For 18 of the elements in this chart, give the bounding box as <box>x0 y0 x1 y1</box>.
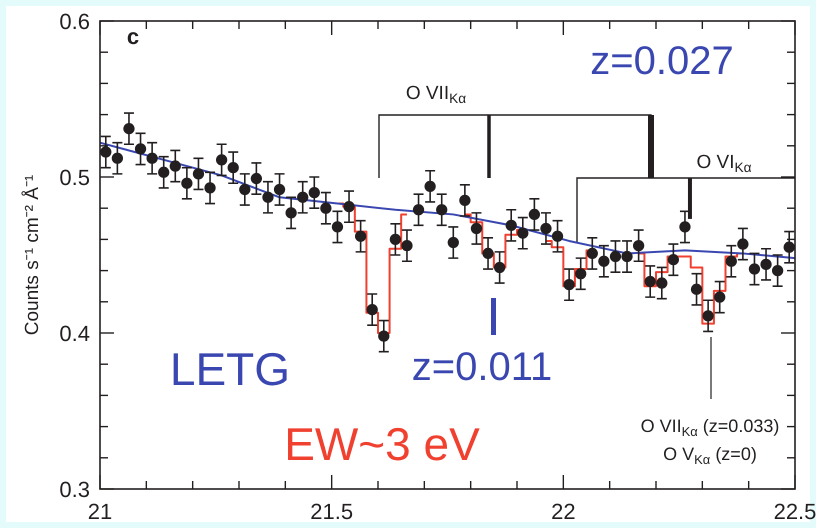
annotation: z=0.011 <box>412 345 552 389</box>
annotation: EW~3 eV <box>284 418 480 470</box>
annotation: O VI$_{Kα}$ <box>696 152 752 176</box>
annotation: LETG <box>170 343 290 395</box>
y-axis-title: Counts s⁻¹ cm⁻² Å⁻¹ <box>21 174 43 336</box>
x-tick-label: 22.5 <box>774 499 816 524</box>
y-tick-label: 0.6 <box>59 9 90 34</box>
x-tick-label: 22 <box>551 499 576 524</box>
y-tick-label: 0.3 <box>59 477 90 502</box>
y-tick-label: 0.4 <box>59 321 90 346</box>
annotation: z=0.027 <box>590 39 734 83</box>
annotation: c <box>126 24 140 49</box>
x-tick-label: 21.5 <box>310 499 354 524</box>
annotation: O V$_{Kα}$ (z=0) <box>663 444 757 467</box>
x-tick-label: 21 <box>88 499 112 524</box>
y-tick-label: 0.5 <box>59 165 90 190</box>
annotation: O VII$_{Kα}$ <box>406 83 466 106</box>
annotation: O VII$_{Kα}$ (z=0.033) <box>640 416 780 439</box>
